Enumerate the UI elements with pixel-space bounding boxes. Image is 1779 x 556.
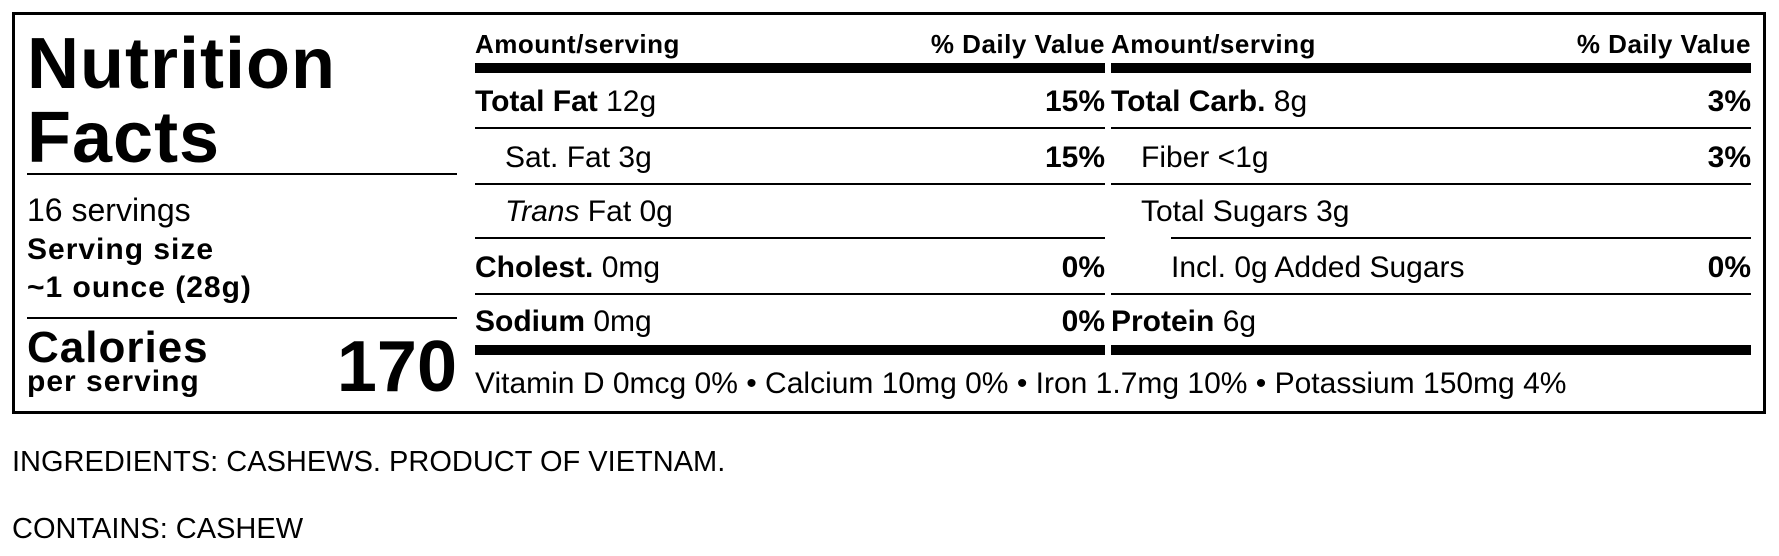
- daily-value-header: % Daily Value: [1576, 29, 1751, 59]
- calories-sub-label: per serving: [27, 365, 200, 398]
- ingredients-text: INGREDIENTS: CASHEWS. PRODUCT OF VIETNAM…: [12, 446, 726, 478]
- nutrient-amount: 8g: [1265, 85, 1308, 118]
- nutrient-row-fiber: Fiber <1g 3%: [1111, 131, 1751, 183]
- nutrient-row-sodium: Sodium 0mg 0%: [475, 295, 1105, 347]
- nutrient-name: Cholest.: [475, 251, 594, 284]
- nutrient-dv: 0%: [1707, 251, 1751, 284]
- nutrient-name: Trans: [505, 195, 580, 228]
- divider: [27, 317, 457, 319]
- divider: [475, 237, 1105, 239]
- thick-divider: [1111, 345, 1751, 355]
- nutrient-amount: Total Sugars 3g: [1141, 195, 1350, 228]
- calories-label: Calories: [27, 323, 209, 372]
- divider: [1171, 237, 1751, 239]
- thick-divider: [475, 63, 1105, 73]
- divider: [475, 127, 1105, 129]
- nutrient-name: Total Carb.: [1111, 85, 1266, 118]
- servings-count: 16 servings: [27, 192, 191, 228]
- nutrient-amount: 0mg: [585, 305, 652, 338]
- serving-size-label: Serving size: [27, 233, 215, 266]
- title-line-2: Facts: [27, 98, 221, 178]
- nutrient-dv: 0%: [1061, 251, 1105, 284]
- nutrient-dv: 0%: [1061, 305, 1105, 338]
- nutrient-amount: Fiber <1g: [1141, 141, 1269, 174]
- nutrition-facts-label: Nutrition Facts 16 servings Serving size…: [12, 12, 1766, 414]
- thick-divider: [475, 345, 1105, 355]
- nutrient-dv: 15%: [1044, 85, 1105, 118]
- divider: [475, 293, 1105, 295]
- nutrient-amount: 6g: [1214, 305, 1257, 338]
- divider: [1111, 127, 1751, 129]
- allergen-statement: CONTAINS: CASHEW: [12, 513, 304, 545]
- amount-header: Amount/serving: [475, 29, 680, 59]
- nutrient-amount: Incl. 0g Added Sugars: [1171, 251, 1465, 284]
- nutrient-row-added-sugars: Incl. 0g Added Sugars 0%: [1111, 241, 1751, 293]
- divider: [27, 173, 457, 175]
- thick-divider: [1111, 63, 1751, 73]
- divider: [1111, 293, 1751, 295]
- nutrient-dv: 3%: [1707, 141, 1751, 174]
- nutrition-summary: Nutrition Facts 16 servings Serving size…: [27, 15, 457, 411]
- nutrient-row-trans-fat: Trans Fat 0g: [475, 185, 1105, 237]
- nutrient-row-protein: Protein 6g: [1111, 295, 1751, 347]
- daily-value-header: % Daily Value: [930, 29, 1105, 59]
- nutrient-name: Sodium: [475, 305, 585, 338]
- nutrient-amount: 12g: [597, 85, 657, 118]
- divider: [475, 183, 1105, 185]
- divider: [1111, 183, 1751, 185]
- nutrient-name: Total Fat: [475, 85, 598, 118]
- nutrient-row-total-carb: Total Carb. 8g 3%: [1111, 75, 1751, 127]
- nutrient-row-sat-fat: Sat. Fat 3g 15%: [475, 131, 1105, 183]
- nutrient-name: Protein: [1111, 305, 1215, 338]
- nutrient-row-total-fat: Total Fat 12g 15%: [475, 75, 1105, 127]
- calories-value: 170: [336, 327, 457, 407]
- amount-header: Amount/serving: [1111, 29, 1316, 59]
- nutrient-row-total-sugars: Total Sugars 3g: [1111, 185, 1751, 237]
- nutrient-row-cholesterol: Cholest. 0mg 0%: [475, 241, 1105, 293]
- vitamins-minerals-line: Vitamin D 0mcg 0% • Calcium 10mg 0% • Ir…: [475, 367, 1567, 400]
- nutrient-amount: Sat. Fat 3g: [505, 141, 652, 174]
- serving-size-value: ~1 ounce (28g): [27, 271, 252, 304]
- nutrition-facts-title: Nutrition Facts: [27, 27, 336, 175]
- nutrient-amount: Fat 0g: [579, 195, 673, 228]
- nutrient-amount: 0mg: [593, 251, 661, 284]
- nutrient-dv: 15%: [1044, 141, 1105, 174]
- nutrient-dv: 3%: [1707, 85, 1751, 118]
- title-line-1: Nutrition: [27, 24, 336, 104]
